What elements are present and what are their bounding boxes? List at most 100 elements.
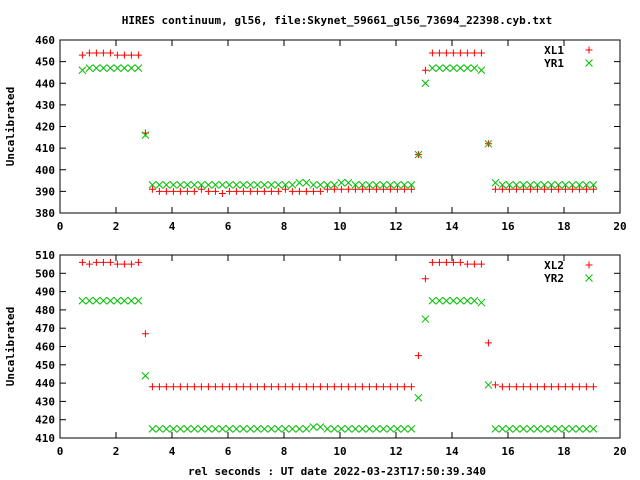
data-point (309, 181, 318, 189)
data-point (400, 383, 408, 391)
data-point (519, 185, 527, 193)
legend-label: XL1 (544, 44, 564, 57)
data-point (183, 187, 191, 195)
data-point (337, 185, 345, 193)
data-point (295, 187, 303, 195)
data-point (99, 49, 107, 57)
data-point (225, 187, 233, 195)
data-point (358, 185, 366, 193)
data-point (169, 424, 178, 433)
x-tick-label: 8 (281, 445, 288, 458)
data-point (505, 383, 513, 391)
data-point (386, 181, 395, 189)
data-point (575, 185, 583, 193)
data-point (470, 260, 478, 268)
data-point (568, 181, 577, 189)
data-point (141, 330, 149, 338)
data-point (540, 185, 548, 193)
data-point (561, 181, 570, 189)
data-point (456, 64, 465, 72)
series-yr2 (78, 296, 598, 433)
data-point (344, 185, 352, 193)
data-point (127, 51, 135, 59)
data-point (148, 383, 156, 391)
data-point (78, 296, 87, 305)
data-point (421, 66, 429, 74)
data-point (323, 383, 331, 391)
data-point (183, 383, 191, 391)
data-point (414, 393, 423, 402)
data-point (113, 260, 121, 268)
data-point (561, 424, 570, 433)
data-point (85, 260, 93, 268)
data-point (218, 190, 226, 198)
data-point (428, 296, 437, 305)
data-point (498, 185, 506, 193)
data-point (155, 181, 164, 189)
data-point (547, 185, 555, 193)
y-tick-label: 460 (35, 34, 55, 47)
data-point (575, 383, 583, 391)
data-point (204, 181, 213, 189)
data-point (127, 296, 136, 305)
data-point (554, 424, 563, 433)
y-tick-label: 440 (35, 77, 55, 90)
y-axis-label: Uncalibrated (4, 307, 17, 386)
y-tick-label: 500 (35, 267, 55, 280)
data-point (351, 383, 359, 391)
data-point (379, 181, 388, 189)
y-tick-label: 450 (35, 56, 55, 69)
data-point (533, 383, 541, 391)
data-point (85, 296, 94, 305)
data-point (204, 187, 212, 195)
data-point (281, 181, 290, 189)
data-point (407, 181, 416, 189)
x-tick-label: 12 (389, 220, 402, 233)
y-tick-label: 420 (35, 414, 55, 427)
data-point (78, 66, 87, 75)
data-point (295, 383, 303, 391)
data-point (547, 181, 556, 189)
data-point (197, 181, 206, 189)
data-point (372, 424, 381, 433)
data-point (309, 423, 318, 431)
x-tick-label: 16 (501, 445, 515, 458)
data-point (281, 424, 290, 433)
data-point (78, 258, 86, 266)
data-point (358, 181, 367, 189)
x-tick-label: 2 (113, 445, 120, 458)
data-point (337, 424, 346, 433)
data-point (554, 185, 562, 193)
data-point (330, 185, 338, 193)
data-point (477, 298, 486, 307)
data-point (239, 424, 248, 433)
data-point (463, 49, 471, 57)
data-point (190, 383, 198, 391)
data-point (211, 181, 220, 189)
x-tick-label: 10 (333, 220, 346, 233)
data-point (316, 181, 325, 189)
x-tick-label: 10 (333, 445, 346, 458)
data-point (344, 424, 353, 433)
data-point (211, 424, 220, 433)
x-tick-label: 12 (389, 445, 402, 458)
data-point (589, 383, 597, 391)
data-point (316, 383, 324, 391)
data-point (267, 181, 276, 189)
data-point (519, 424, 528, 433)
data-point (190, 424, 199, 433)
data-point (512, 383, 520, 391)
data-point (260, 181, 269, 189)
y-tick-label: 440 (35, 377, 55, 390)
data-point (372, 185, 380, 193)
data-point (442, 296, 451, 305)
data-point (197, 424, 206, 433)
data-point (232, 424, 241, 433)
data-point (414, 352, 422, 360)
data-point (288, 424, 297, 433)
x-tick-label: 2 (113, 220, 120, 233)
data-point (484, 381, 493, 389)
data-point (386, 383, 394, 391)
plot-frame (59, 254, 621, 439)
data-point (148, 424, 157, 433)
